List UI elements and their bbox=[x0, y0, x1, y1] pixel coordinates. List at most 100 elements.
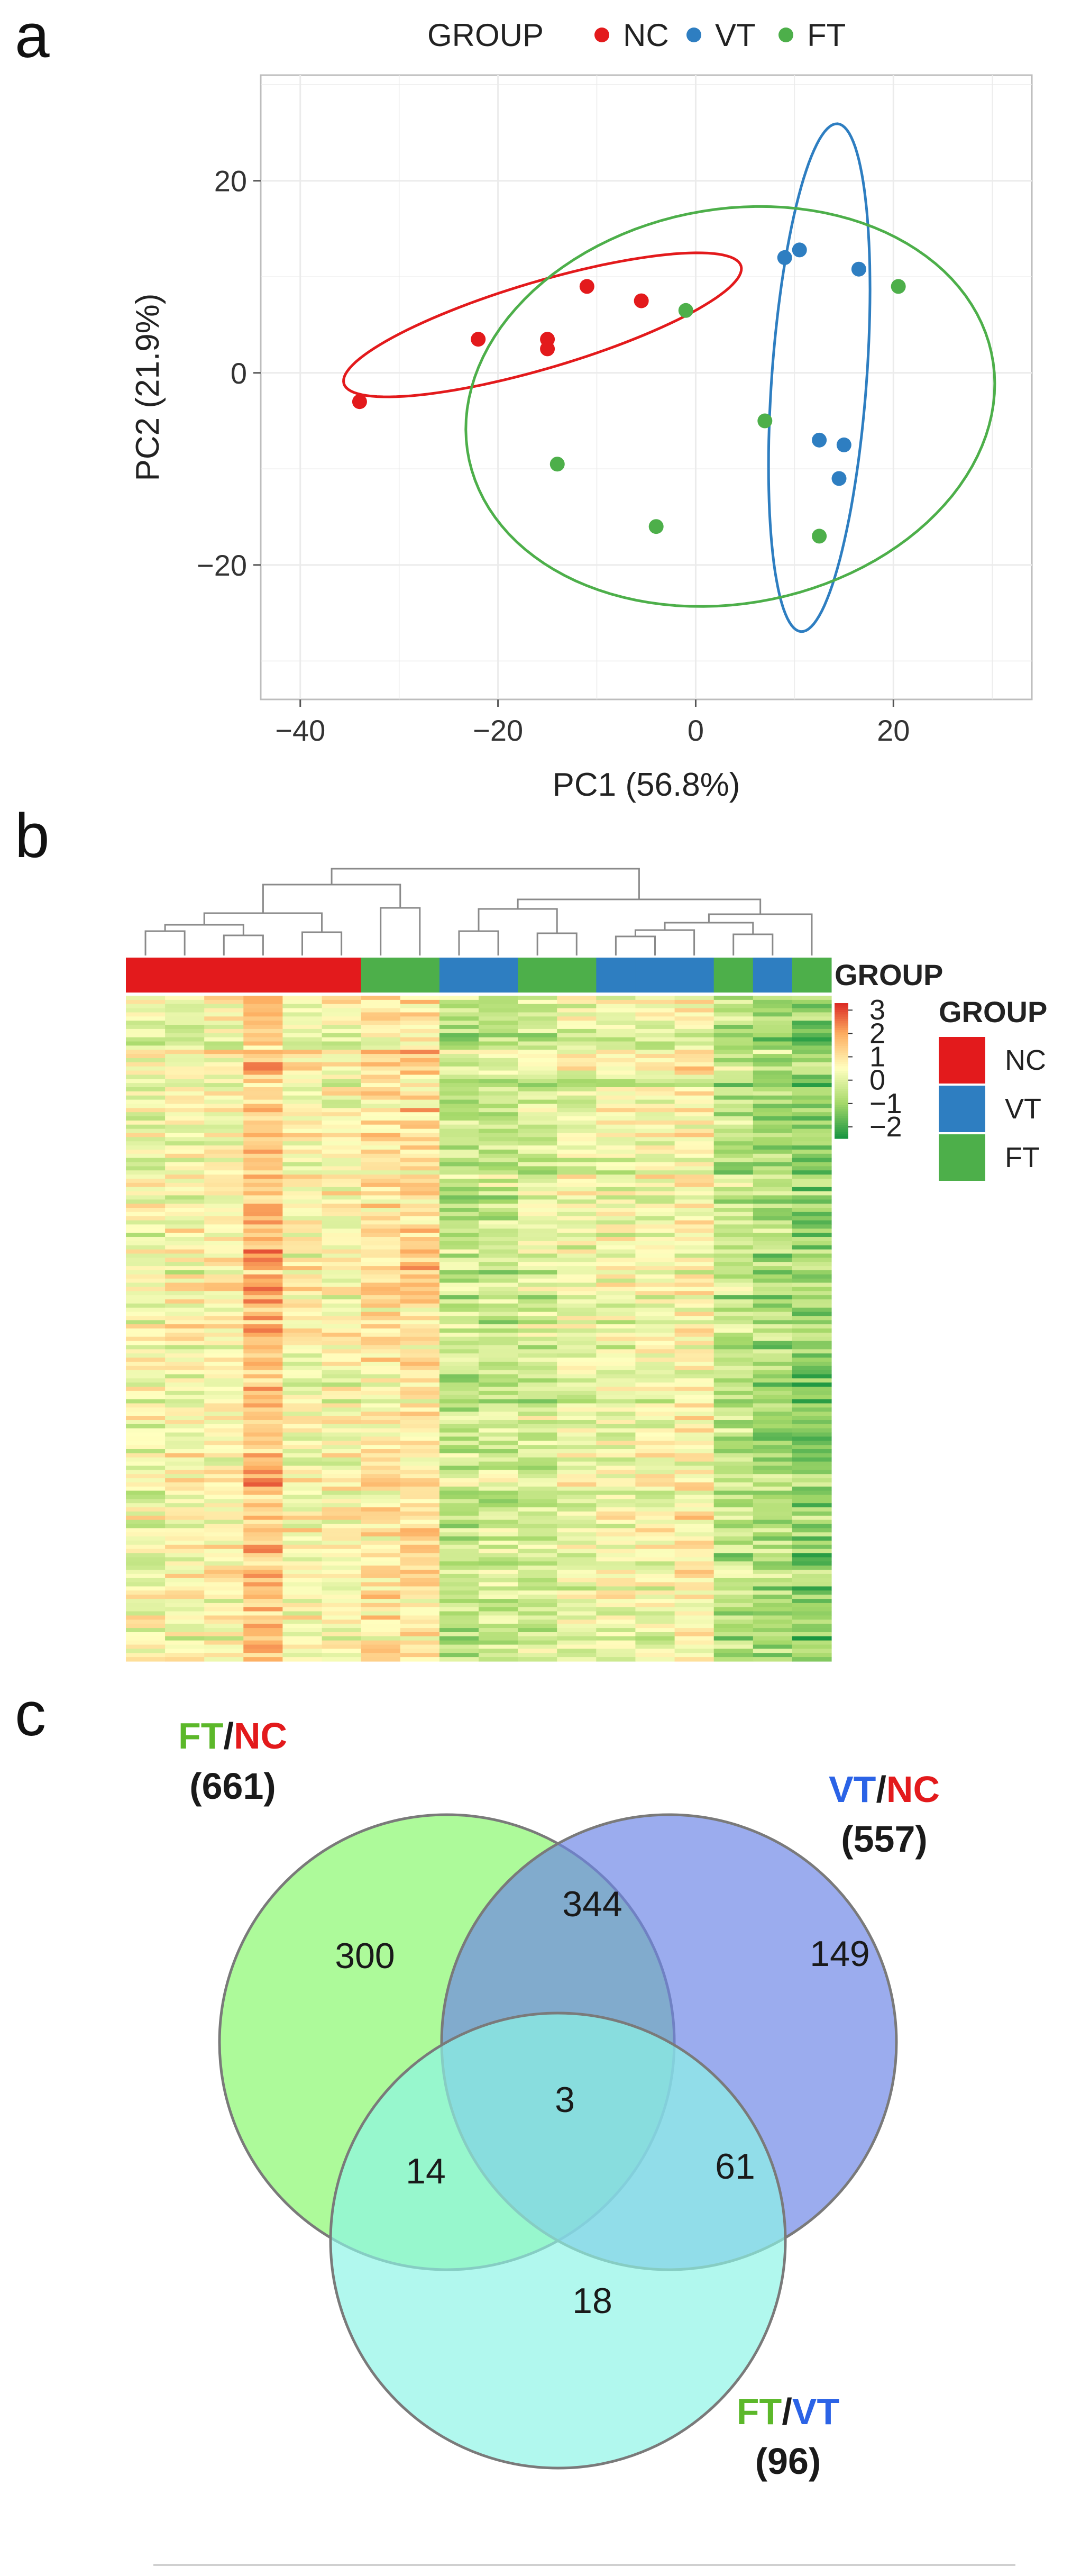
heatmap-cell bbox=[439, 1116, 479, 1121]
heatmap-cell bbox=[479, 1536, 518, 1541]
heatmap-cell bbox=[518, 1478, 557, 1483]
heatmap-cell bbox=[126, 1266, 166, 1271]
heatmap-cell bbox=[439, 1358, 479, 1362]
heatmap-cell bbox=[204, 1045, 244, 1050]
heatmap-cell bbox=[282, 1482, 323, 1487]
heatmap-cell bbox=[165, 1403, 205, 1408]
heatmap-cell bbox=[439, 1644, 479, 1650]
heatmap-cell bbox=[165, 1091, 205, 1096]
heatmap-cell bbox=[635, 1549, 675, 1554]
heatmap-cell bbox=[322, 1503, 362, 1508]
heatmap-cell bbox=[439, 1328, 479, 1333]
heatmap-cell bbox=[165, 1262, 205, 1267]
heatmap-cell bbox=[126, 1028, 166, 1034]
heatmap-cell bbox=[753, 1195, 793, 1200]
heatmap-cell bbox=[479, 1611, 518, 1616]
heatmap-cell bbox=[204, 1124, 244, 1130]
heatmap-cell bbox=[557, 1141, 597, 1146]
heatmap-cell bbox=[753, 1116, 793, 1121]
heatmap-cell bbox=[674, 1565, 714, 1570]
dendrogram-branch bbox=[164, 924, 244, 935]
heatmap-cell bbox=[322, 1424, 362, 1429]
heatmap-cell bbox=[792, 1204, 832, 1208]
x-axis-title: PC1 (56.8%) bbox=[553, 767, 740, 803]
heatmap-cell bbox=[596, 1083, 636, 1088]
heatmap-cell bbox=[243, 1208, 283, 1213]
heatmap-cell bbox=[713, 1133, 754, 1137]
heatmap-cell bbox=[243, 1083, 283, 1088]
heatmap-cell bbox=[282, 1316, 323, 1321]
heatmap-cell bbox=[713, 1532, 754, 1537]
heatmap-cell bbox=[635, 1341, 675, 1346]
heatmap-cell bbox=[753, 1245, 793, 1250]
heatmap-cell bbox=[243, 1482, 283, 1487]
heatmap-cell bbox=[282, 1657, 323, 1662]
heatmap-cell bbox=[322, 1178, 362, 1184]
heatmap-cell bbox=[753, 1478, 793, 1483]
heatmap-cell bbox=[792, 1058, 832, 1063]
heatmap-cell bbox=[126, 1316, 166, 1321]
heatmap-cell bbox=[439, 1449, 479, 1454]
heatmap-cell bbox=[282, 1045, 323, 1050]
heatmap-cell bbox=[479, 1104, 518, 1108]
heatmap-cell bbox=[479, 1361, 518, 1367]
heatmap-cell bbox=[753, 1004, 793, 1009]
heatmap-cell bbox=[753, 1178, 793, 1184]
heatmap-cell bbox=[596, 1258, 636, 1262]
heatmap-cell bbox=[674, 1187, 714, 1192]
heatmap-cell bbox=[126, 1532, 166, 1537]
heatmap-cell bbox=[635, 1449, 675, 1454]
heatmap-cell bbox=[635, 1370, 675, 1375]
heatmap-cell bbox=[479, 1016, 518, 1021]
panel-letter-a: a bbox=[15, 1, 50, 71]
heatmap-cell bbox=[400, 1241, 440, 1246]
heatmap-cell bbox=[439, 1266, 479, 1271]
heatmap-cell bbox=[479, 1153, 518, 1159]
heatmap-cell bbox=[400, 1495, 440, 1499]
heatmap-cell bbox=[165, 1328, 205, 1333]
heatmap-cell bbox=[557, 1182, 597, 1188]
heatmap-cell bbox=[518, 1544, 557, 1550]
heatmap-cell bbox=[126, 1457, 166, 1462]
heatmap-cell bbox=[518, 1253, 557, 1258]
heatmap-cell bbox=[753, 1341, 793, 1346]
heatmap-cell bbox=[557, 1112, 597, 1117]
heatmap-cell bbox=[400, 1075, 440, 1079]
heatmap-cell bbox=[243, 1611, 283, 1616]
heatmap-cell bbox=[557, 1382, 597, 1387]
colorbar-segment bbox=[835, 1100, 848, 1103]
heatmap-cell bbox=[165, 1474, 205, 1479]
heatmap-cell bbox=[518, 1432, 557, 1437]
heatmap-cell bbox=[753, 1299, 793, 1304]
heatmap-cell bbox=[322, 1091, 362, 1096]
heatmap-cell bbox=[439, 1112, 479, 1117]
heatmap-cell bbox=[126, 1191, 166, 1196]
heatmap-cell bbox=[479, 1237, 518, 1242]
heatmap-cell bbox=[753, 1320, 793, 1325]
heatmap-cell bbox=[204, 1403, 244, 1408]
heatmap-cell bbox=[753, 1124, 793, 1130]
heatmap-cell bbox=[753, 1624, 793, 1628]
heatmap-cell bbox=[165, 996, 205, 1000]
heatmap-cell bbox=[792, 1212, 832, 1217]
heatmap-cell bbox=[713, 1557, 754, 1562]
heatmap-cell bbox=[635, 1062, 675, 1067]
heatmap-cell bbox=[753, 1595, 793, 1599]
heatmap-cell bbox=[126, 1249, 166, 1254]
heatmap-cell bbox=[518, 1025, 557, 1030]
heatmap-cell bbox=[518, 1137, 557, 1142]
heatmap-cell bbox=[400, 1028, 440, 1034]
heatmap-cell bbox=[243, 1578, 283, 1583]
heatmap-cell bbox=[322, 1162, 362, 1167]
heatmap-cell bbox=[243, 1058, 283, 1063]
heatmap-cell bbox=[518, 1341, 557, 1346]
heatmap-cell bbox=[635, 1478, 675, 1483]
heatmap-cell bbox=[557, 1120, 597, 1125]
heatmap-cell bbox=[479, 1170, 518, 1175]
heatmap-cell bbox=[439, 1482, 479, 1487]
heatmap-cell bbox=[204, 1104, 244, 1108]
heatmap-cell bbox=[792, 1099, 832, 1105]
heatmap-cell bbox=[243, 1336, 283, 1342]
heatmap-cell bbox=[282, 1224, 323, 1229]
heatmap-cell bbox=[635, 1025, 675, 1030]
